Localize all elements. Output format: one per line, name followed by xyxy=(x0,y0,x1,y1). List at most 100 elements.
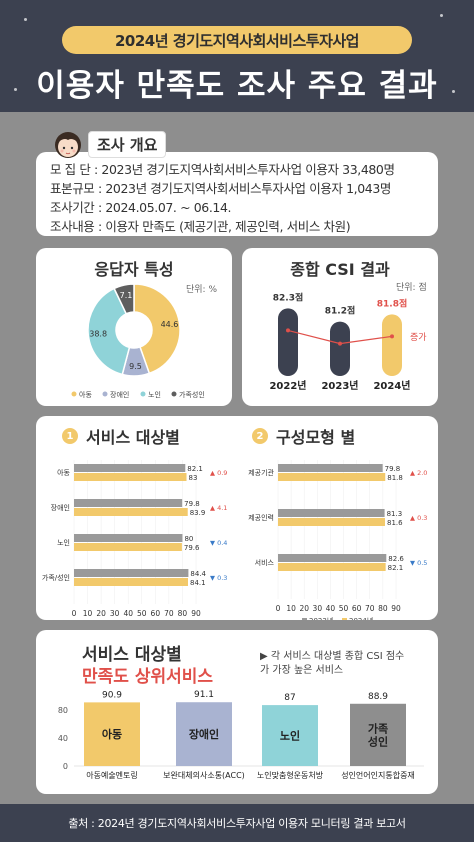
legend-swatch xyxy=(71,391,77,397)
csi-category-label: 2023년 xyxy=(321,379,358,392)
hbar xyxy=(74,499,183,507)
hbar-value-label: 81.3 xyxy=(387,510,403,518)
legend-swatch xyxy=(302,618,307,620)
hbar xyxy=(278,464,383,472)
change-indicator: ▲ 0.9 xyxy=(210,469,227,477)
csi-category-label: 2024년 xyxy=(373,379,410,392)
csi-trend-point xyxy=(338,341,342,346)
csi-value-label: 81.8점 xyxy=(377,297,408,309)
legend-swatch xyxy=(171,391,177,397)
x-tick-label: 0 xyxy=(72,609,77,618)
girl-avatar-icon xyxy=(55,132,81,158)
top-service-category: 아동 xyxy=(102,727,122,741)
hbar-value-label: 81.8 xyxy=(387,474,403,482)
hbar xyxy=(74,473,187,481)
x-tick-label: 80 xyxy=(378,604,388,613)
header: 2024년 경기도지역사회서비스투자사업 이용자 만족도 조사 주요 결과 xyxy=(0,0,474,112)
hbar xyxy=(278,554,387,562)
hbar xyxy=(278,518,385,526)
section-number-badge: 1 xyxy=(62,428,78,444)
change-indicator: ▲ 0.3 xyxy=(410,514,427,522)
by-household-title: 2 구성모형 별 xyxy=(252,424,355,448)
top-service-bar xyxy=(176,702,232,766)
hbar-value-label: 79.8 xyxy=(385,465,401,473)
y-category-label: 제공기관 xyxy=(248,468,274,477)
legend-label: 노인 xyxy=(148,390,161,399)
overview-line: 조사내용 : 이용자 만족도 (제공기관, 제공인력, 서비스 차원) xyxy=(50,219,351,234)
top-service-category: 노인 xyxy=(280,729,300,743)
respondents-card: 응답자 특성 단위: % 44.6 9.5 38.8 7.1 아동 장애인 노인 가족성인 xyxy=(36,248,232,406)
by-service-title: 1 서비스 대상별 xyxy=(62,424,180,448)
pie-slice xyxy=(133,283,181,375)
x-tick-label: 0 xyxy=(276,604,281,613)
x-tick-label: 40 xyxy=(326,604,336,613)
y-tick-label: 0 xyxy=(63,762,68,771)
hbar-value-label: 79.8 xyxy=(184,500,200,508)
x-tick-label: 70 xyxy=(164,609,174,618)
increase-label: 증가 xyxy=(410,332,427,343)
csi-trend-point xyxy=(390,334,394,339)
legend-label: 가족성인 xyxy=(179,390,205,399)
x-tick-label: 60 xyxy=(352,604,362,613)
x-tick-label: 80 xyxy=(178,609,188,618)
pie-slice xyxy=(113,283,135,315)
overview-line: 모 집 단 : 2023년 경기도지역사회서비스투자사업 이용자 33,480명 xyxy=(50,162,395,177)
y-category-label: 장애인 xyxy=(51,503,70,512)
overview-lines: 모 집 단 : 2023년 경기도지역사회서비스투자사업 이용자 33,480명… xyxy=(50,160,395,236)
legend-swatch xyxy=(140,391,146,397)
csi-value-label: 81.2점 xyxy=(325,305,356,317)
top-services-card: 서비스 대상별 만족도 상위서비스 ▶ 각 서비스 대상별 종합 CSI 점수가… xyxy=(36,630,438,794)
hbar-value-label: 83 xyxy=(189,474,198,482)
x-tick-label: 30 xyxy=(110,609,120,618)
respondents-pie-chart: 44.6 9.5 38.8 7.1 아동 장애인 노인 가족성인 xyxy=(71,283,205,399)
top-service-category: 성인 xyxy=(368,734,388,748)
hbar-value-label: 83.9 xyxy=(190,509,206,517)
y-category-label: 노인 xyxy=(57,538,70,547)
legend-label: 아동 xyxy=(79,390,92,399)
y-category-label: 가족/성인 xyxy=(42,573,70,582)
legend-label: 장애인 xyxy=(110,390,129,399)
pie-data-label: 9.5 xyxy=(129,362,142,371)
change-indicator: ▲ 2.0 xyxy=(410,469,427,477)
source-footer: 출처 : 2024년 경기도지역사회서비스투자사업 이용자 모니터링 결과 보고… xyxy=(0,804,474,842)
hbar-value-label: 80 xyxy=(184,535,193,543)
csi-unit: 단위: 점 xyxy=(396,283,427,293)
overview-header: 조사 개요 xyxy=(50,126,167,162)
top-service-name: 노인맞춤형운동처방 xyxy=(257,770,324,780)
top-service-value: 87 xyxy=(284,693,295,703)
legend-swatch xyxy=(102,391,108,397)
x-tick-label: 70 xyxy=(365,604,375,613)
legend-label: 2023년 xyxy=(309,616,333,620)
x-tick-label: 90 xyxy=(391,604,401,613)
top-service-bar xyxy=(350,703,406,766)
y-tick-label: 40 xyxy=(58,734,68,743)
x-tick-label: 40 xyxy=(123,609,133,618)
legend-swatch xyxy=(342,618,347,620)
y-tick-label: 80 xyxy=(58,706,68,715)
top-service-name: 아동예술멘토링 xyxy=(86,770,138,780)
hbar xyxy=(74,543,182,551)
csi-value-label: 82.3점 xyxy=(273,291,304,303)
y-category-label: 제공인력 xyxy=(248,513,274,522)
hbar-value-label: 79.6 xyxy=(184,544,200,552)
x-tick-label: 30 xyxy=(313,604,323,613)
legend-label: 2024년 xyxy=(349,616,373,620)
pie-data-label: 44.6 xyxy=(161,320,179,329)
csi-title: 종합 CSI 결과 xyxy=(290,260,390,279)
csi-bar xyxy=(278,308,298,376)
hbar xyxy=(278,473,386,481)
top-service-category: 장애인 xyxy=(189,727,219,741)
top-services-note: ▶ 각 서비스 대상별 종합 CSI 점수가 가장 높은 서비스 xyxy=(260,651,405,676)
overview-card: 모 집 단 : 2023년 경기도지역사회서비스투자사업 이용자 33,480명… xyxy=(36,152,438,236)
x-tick-label: 20 xyxy=(96,609,106,618)
pie-data-label: 7.1 xyxy=(120,291,133,300)
hbar xyxy=(74,508,188,516)
y-category-label: 아동 xyxy=(57,468,70,477)
x-tick-label: 50 xyxy=(339,604,349,613)
pie-slice xyxy=(87,287,131,376)
change-indicator: ▼ 0.5 xyxy=(410,559,427,567)
top-service-value: 88.9 xyxy=(368,692,388,702)
hbar-value-label: 82.6 xyxy=(388,555,404,563)
csi-category-label: 2022년 xyxy=(269,379,306,392)
